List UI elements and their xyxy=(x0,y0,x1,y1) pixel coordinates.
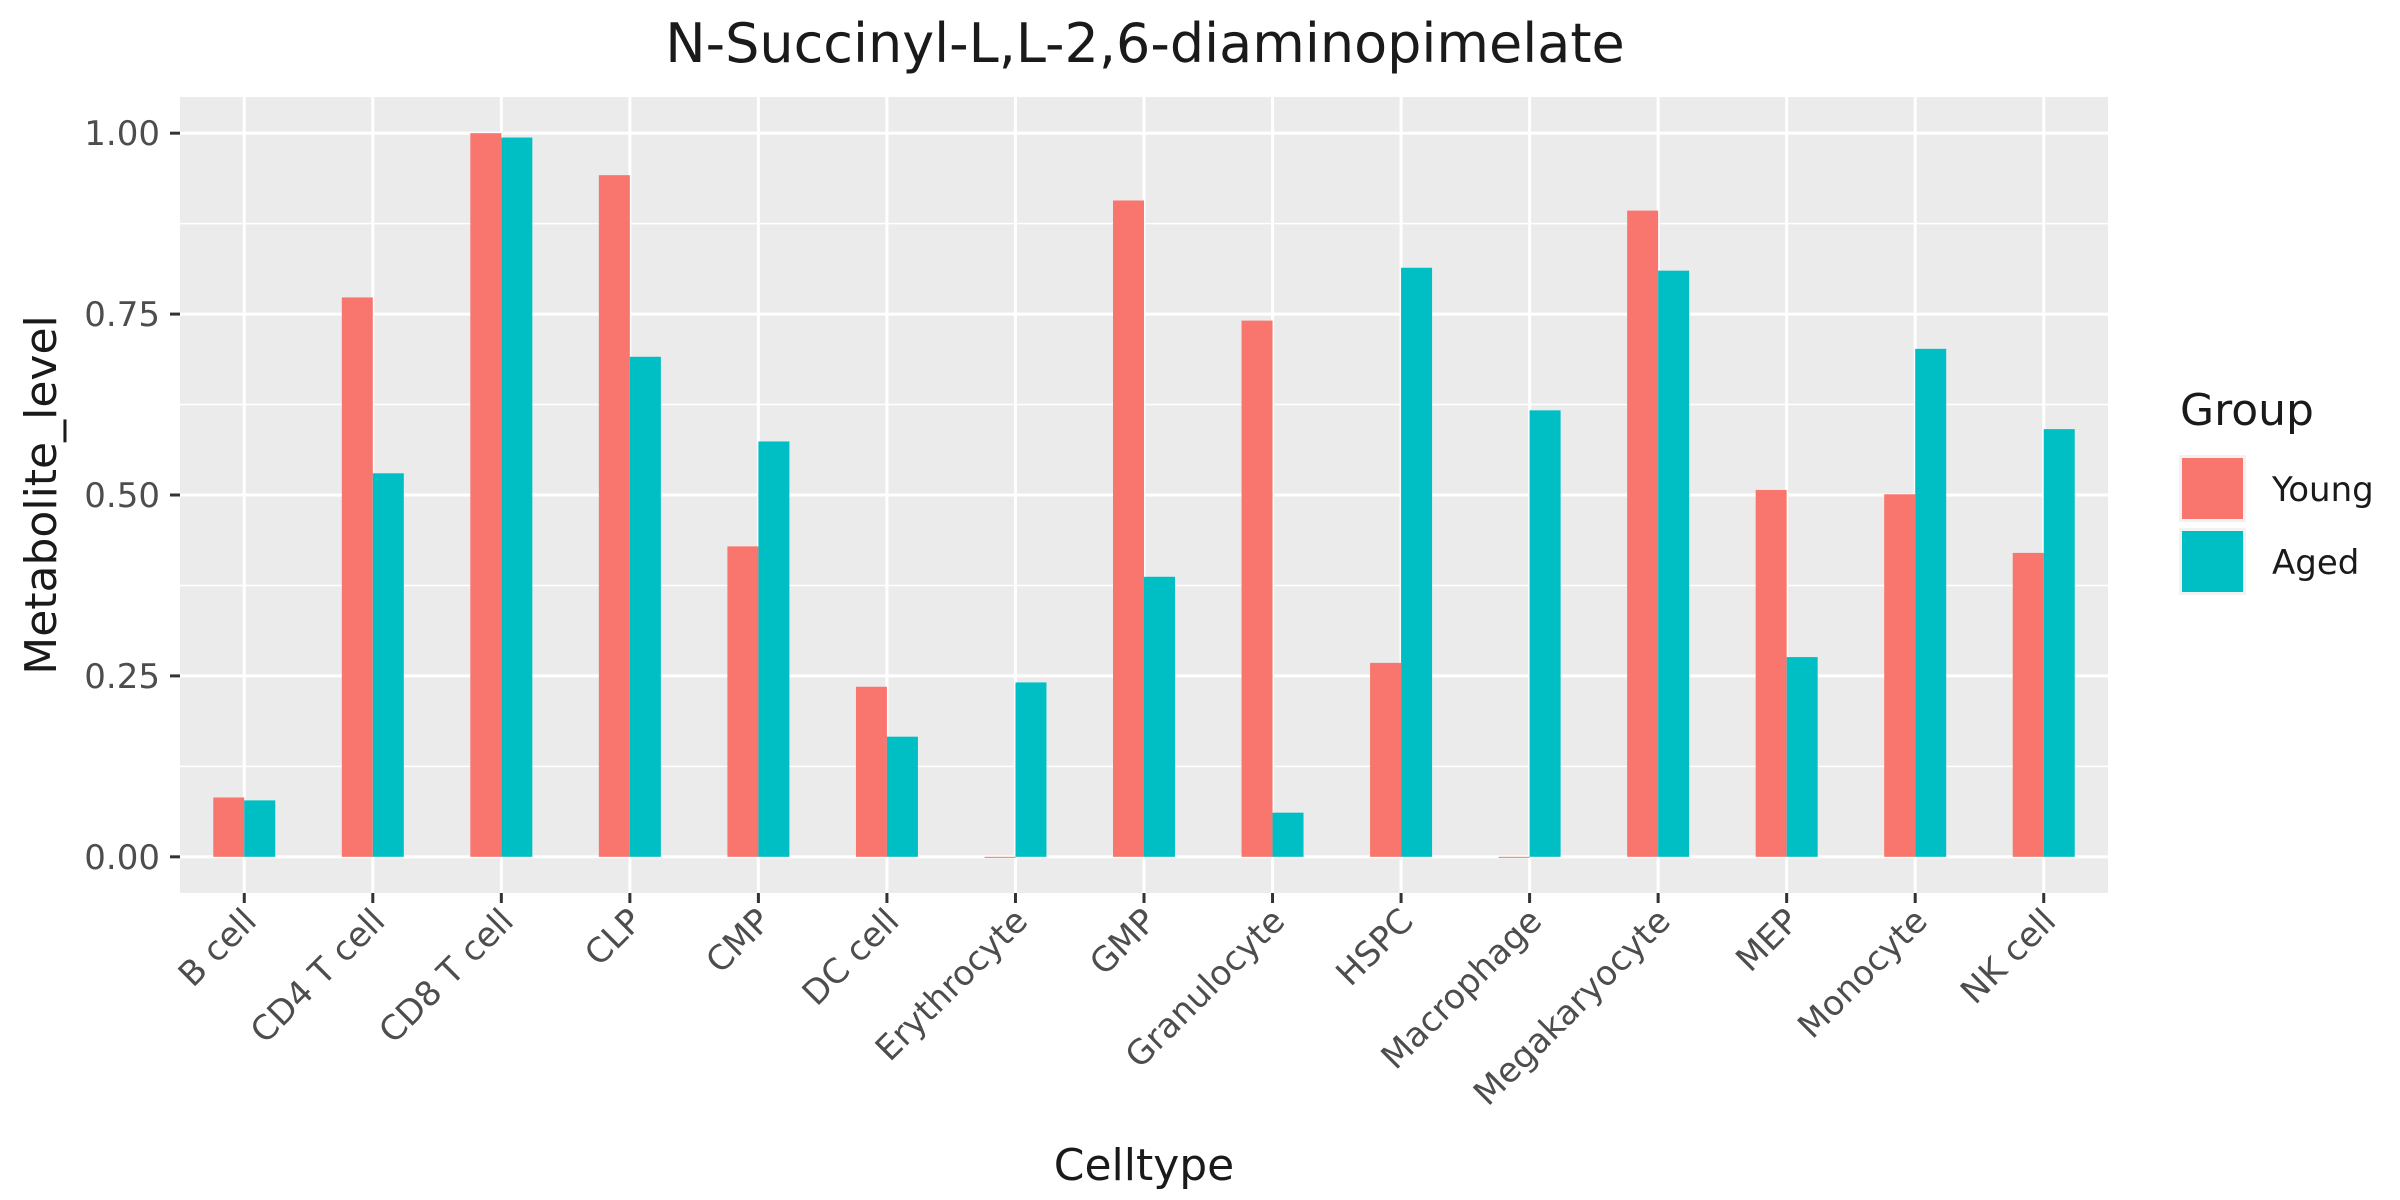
y-axis-title: Metabolite_level xyxy=(16,315,67,675)
bar-aged-hspc xyxy=(1401,267,1433,857)
y-tick-label: 0.25 xyxy=(84,657,160,697)
bars xyxy=(213,133,2075,858)
bar-aged-cmp xyxy=(758,441,790,857)
y-axis: 0.00 0.25 0.50 0.75 1.00 xyxy=(84,114,180,878)
x-tick-label: CD8 T cell xyxy=(371,901,521,1051)
bar-aged-clp xyxy=(629,356,661,857)
bar-aged-megakaryocyte xyxy=(1658,270,1690,857)
legend-label-aged: Aged xyxy=(2272,543,2359,583)
x-tick-label: DC cell xyxy=(795,901,908,1014)
x-axis-title: Celltype xyxy=(1054,1140,1235,1191)
bar-young-erythrocyte xyxy=(984,856,1016,858)
bar-young-macrophage xyxy=(1498,856,1530,858)
legend-title: Group xyxy=(2180,385,2314,436)
bar-young-hspc xyxy=(1370,662,1402,857)
y-tick-label: 0.75 xyxy=(84,295,160,335)
bar-young-gmp xyxy=(1113,200,1144,857)
bar-aged-granulocyte xyxy=(1272,812,1304,857)
bar-aged-erythrocyte xyxy=(1015,682,1047,857)
bar-young-cd4-t-cell xyxy=(341,297,373,857)
x-tick-label: GMP xyxy=(1082,901,1164,983)
legend: Group Young Aged xyxy=(2179,385,2374,595)
x-tick-label: HSPC xyxy=(1329,901,1422,994)
x-tick-label: B cell xyxy=(171,901,265,995)
bar-aged-cd4-t-cell xyxy=(372,473,404,857)
bar-aged-gmp xyxy=(1144,576,1175,857)
x-tick-label: CD4 T cell xyxy=(243,901,393,1051)
legend-swatch-aged xyxy=(2182,531,2243,592)
bar-young-dc-cell xyxy=(855,686,887,857)
bar-young-granulocyte xyxy=(1241,320,1273,857)
chart-title: N-Succinyl-L,L-2,6-diaminopimelate xyxy=(665,12,1625,75)
x-tick-label: CLP xyxy=(577,901,650,974)
legend-label-young: Young xyxy=(2271,470,2374,510)
y-tick-label: 0.00 xyxy=(84,838,160,878)
bar-young-nk-cell xyxy=(2012,552,2044,857)
x-tick-label: Monocyte xyxy=(1790,901,1935,1046)
bar-young-megakaryocyte xyxy=(1627,210,1659,857)
bar-young-mep xyxy=(1755,489,1787,857)
x-tick-label: NK cell xyxy=(1953,901,2064,1012)
bar-young-monocyte xyxy=(1884,494,1916,857)
bar-young-cd8-t-cell xyxy=(470,133,502,857)
x-tick-label: CMP xyxy=(698,901,778,981)
bar-aged-nk-cell xyxy=(2043,429,2075,857)
bar-aged-mep xyxy=(1786,657,1818,857)
bar-aged-b-cell xyxy=(244,800,276,857)
bar-aged-dc-cell xyxy=(886,736,918,857)
legend-swatch-young xyxy=(2182,458,2243,519)
bar-young-clp xyxy=(598,175,630,857)
y-tick-label: 0.50 xyxy=(84,476,160,516)
bar-aged-macrophage xyxy=(1529,410,1561,857)
x-tick-label: MEP xyxy=(1728,901,1807,980)
bar-aged-cd8-t-cell xyxy=(501,137,533,857)
bar-aged-monocyte xyxy=(1915,348,1947,857)
y-tick-label: 1.00 xyxy=(84,114,160,154)
bar-young-b-cell xyxy=(213,797,245,857)
bar-young-cmp xyxy=(727,546,759,857)
